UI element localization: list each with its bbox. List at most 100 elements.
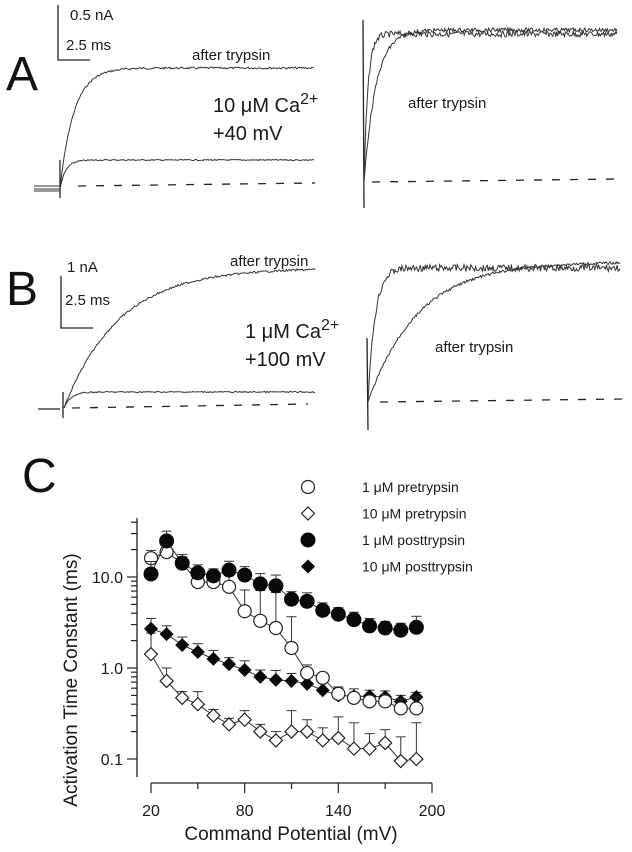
- data-point: [300, 665, 315, 681]
- x-axis-title: Command Potential (mV): [184, 824, 397, 845]
- y-tick-label: 0.1: [101, 752, 123, 769]
- legend-label: 10 μM pretrypsin: [362, 506, 467, 522]
- panel-letter-a: A: [6, 48, 38, 101]
- condition-a-line1: 10 μM Ca2+: [213, 91, 318, 117]
- data-point: [346, 612, 362, 628]
- data-point: [346, 741, 362, 756]
- data-point: [409, 751, 424, 767]
- x-tick-label: 140: [325, 803, 352, 820]
- legend-marker-filled-diamond: [301, 559, 315, 574]
- data-point: [221, 579, 237, 594]
- trace-label-b-left: after trypsin: [230, 253, 308, 270]
- legend-label: 10 μM posttrypsin: [362, 559, 473, 575]
- y-axis-title: Activation Time Constant (ms): [61, 553, 82, 806]
- data-point: [190, 696, 206, 712]
- data-point: [143, 646, 159, 662]
- y-tick-label: 1.0: [101, 661, 123, 678]
- data-point: [268, 733, 284, 748]
- data-point: [144, 621, 158, 636]
- condition-b-text: 1 μM Ca: [245, 321, 322, 343]
- data-point: [362, 618, 378, 634]
- stim-artifact-b: [38, 392, 64, 418]
- data-point: [378, 694, 393, 709]
- trace-b-right-1: [367, 262, 621, 403]
- data-point: [284, 640, 299, 656]
- legend-marker-filled-circle: [300, 532, 316, 548]
- data-point: [237, 567, 253, 583]
- trace-b-left-before: [63, 390, 316, 409]
- legend-label: 1 μM pretrypsin: [362, 479, 459, 495]
- series-line: [150, 628, 417, 702]
- data-point: [174, 690, 190, 706]
- series-open-circle: [143, 543, 424, 716]
- trace-a-right-2: [363, 26, 618, 183]
- data-point: [393, 701, 408, 716]
- condition-b-line2: +100 mV: [245, 349, 326, 371]
- series-open-diamond: [143, 632, 424, 769]
- data-point: [315, 602, 331, 618]
- x-tick-label: 200: [419, 803, 446, 820]
- series-layer: [143, 530, 424, 769]
- data-point: [159, 673, 174, 689]
- data-point: [315, 733, 331, 748]
- trace-label-a-left: after trypsin: [192, 47, 270, 64]
- data-point: [253, 613, 268, 628]
- data-point: [237, 663, 252, 678]
- data-point: [315, 683, 330, 698]
- data-point: [205, 568, 221, 584]
- baseline-stub-a: [34, 185, 60, 192]
- data-point: [362, 694, 377, 709]
- data-point: [409, 701, 424, 716]
- panel-letter-b: B: [6, 263, 38, 316]
- data-point: [300, 676, 315, 691]
- data-point: [377, 620, 393, 636]
- data-point: [190, 565, 206, 581]
- legend-marker-open-diamond: [300, 506, 316, 521]
- scale-time-b: 2.5 ms: [65, 292, 110, 309]
- scale-bar-a-lines: [57, 5, 90, 61]
- legend-label: 1 μM posttrypsin: [362, 532, 465, 548]
- condition-b-sup: 2+: [321, 317, 339, 334]
- data-point: [190, 644, 205, 659]
- y-axis: 0.1 1.0 10.0: [92, 518, 138, 777]
- data-point: [362, 741, 377, 756]
- data-point: [331, 686, 346, 701]
- y-tick-label: 10.0: [92, 570, 123, 587]
- scale-bar-b: 1 nA 2.5 ms: [60, 259, 110, 329]
- scale-current-a: 0.5 nA: [70, 7, 113, 24]
- data-point: [393, 622, 409, 638]
- data-point: [315, 670, 330, 685]
- legend-marker-open-circle: [300, 479, 316, 495]
- series-line: [150, 539, 417, 631]
- condition-a-line2: +40 mV: [213, 123, 283, 145]
- vertical-axis-b-right: [366, 337, 369, 431]
- trace-b-left-after: [63, 268, 316, 409]
- series-line: [150, 551, 417, 709]
- data-point: [268, 672, 283, 687]
- trace-a-left-before: [59, 158, 315, 189]
- zero-line-b-left: [71, 403, 309, 409]
- chart-c: Activation Time Constant (ms) Command Po…: [61, 479, 473, 845]
- data-point: [393, 753, 409, 769]
- legend: 1 μM pretrypsin 10 μM pretrypsin 1 μM post…: [300, 479, 473, 575]
- data-point: [330, 730, 346, 746]
- scale-bar-b-lines: [60, 276, 93, 329]
- data-point: [268, 620, 283, 636]
- scale-bar-a: 0.5 nA 2.5 ms: [57, 5, 113, 61]
- zero-line-b-right: [379, 398, 623, 403]
- data-point: [284, 591, 299, 607]
- condition-a-sup: 2+: [300, 91, 318, 108]
- data-point: [252, 576, 268, 592]
- data-point: [221, 717, 237, 732]
- scale-current-b: 1 nA: [67, 259, 98, 276]
- trace-a-left-after: [59, 66, 315, 189]
- trace-label-a-right: after trypsin: [408, 95, 486, 112]
- x-tick-label: 80: [236, 803, 254, 820]
- trace-label-b-right: after trypsin: [435, 339, 513, 356]
- trace-b-right-2: [367, 260, 621, 403]
- x-axis: 20 80 140 200: [142, 782, 446, 820]
- data-point: [299, 724, 315, 739]
- data-point: [222, 657, 237, 672]
- data-point: [159, 627, 174, 642]
